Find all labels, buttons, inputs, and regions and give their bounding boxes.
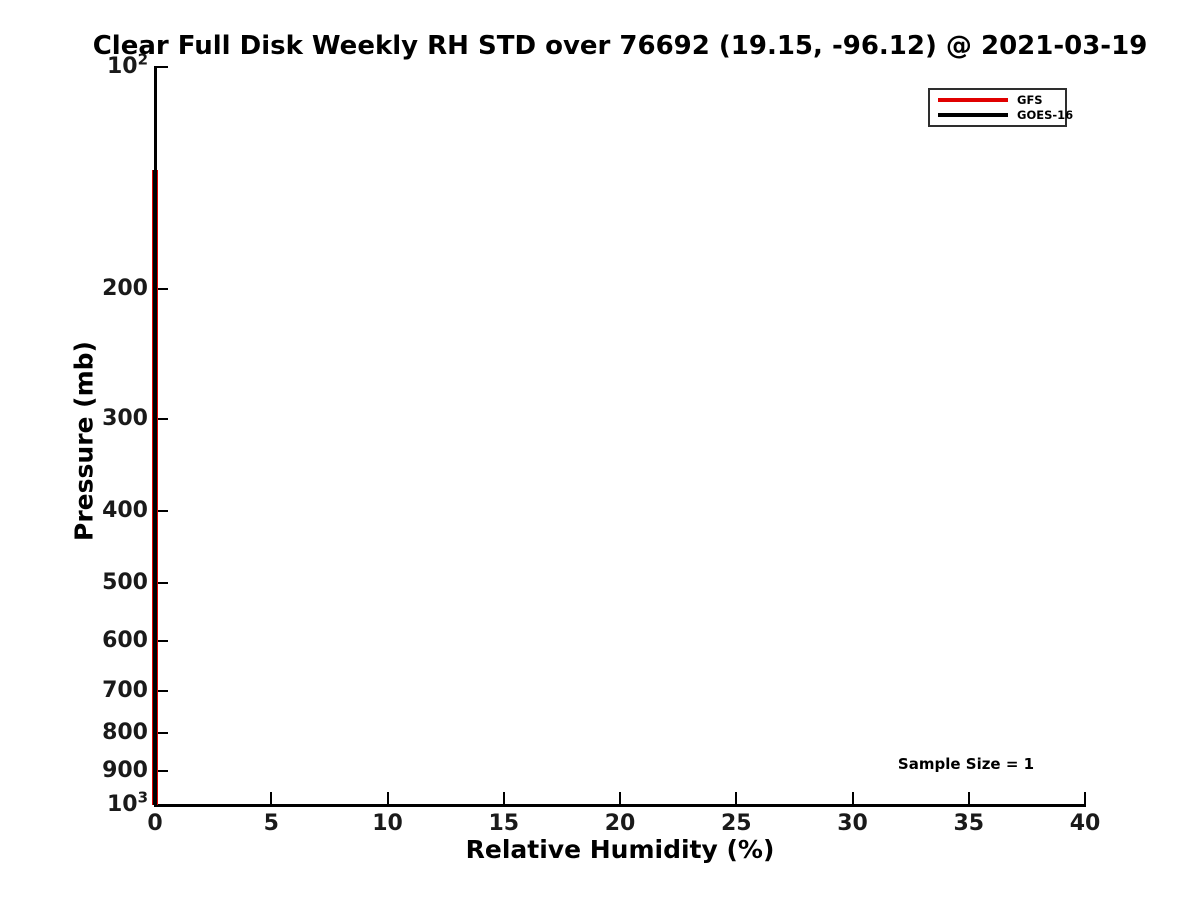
- x-tick-mark: [735, 792, 738, 805]
- x-tick-label: 25: [720, 811, 752, 836]
- x-tick-label: 30: [837, 811, 868, 836]
- x-tick-label: 5: [263, 811, 279, 836]
- goes16-line-sample: [938, 113, 1008, 117]
- y-tick-label: 600: [102, 628, 148, 654]
- legend-label-goes16: GOES-16: [1017, 108, 1074, 122]
- x-tick-mark: [619, 792, 621, 805]
- x-tick-label: 20: [604, 811, 636, 836]
- y-tick-label: 300: [102, 406, 148, 432]
- y-tick-label: 800: [102, 720, 148, 746]
- y-tick-mark: [155, 66, 168, 68]
- y-tick-label: 400: [102, 498, 148, 524]
- y-tick-mark: [155, 288, 168, 291]
- y-tick-label: 102: [106, 50, 148, 79]
- legend-entry-gfs: GFS: [938, 93, 1059, 107]
- x-tick-label: 15: [488, 811, 520, 836]
- x-tick-mark: [270, 792, 273, 805]
- y-tick-mark: [155, 804, 168, 806]
- x-tick-label: 0: [147, 811, 163, 836]
- y-tick-mark: [155, 581, 168, 584]
- y-tick-label: 200: [102, 276, 148, 302]
- x-tick-mark: [1084, 792, 1086, 805]
- x-tick-mark: [386, 792, 389, 805]
- y-tick-mark: [155, 770, 168, 773]
- x-tick-label: 10: [372, 811, 403, 836]
- gfs-line-sample: [938, 98, 1008, 102]
- x-tick-mark: [967, 792, 970, 805]
- y-tick-label: 900: [102, 758, 148, 784]
- y-tick-mark: [155, 640, 168, 643]
- series-line-goes-16: [153, 170, 157, 805]
- y-tick-label: 500: [102, 569, 148, 595]
- x-tick-mark: [851, 792, 854, 805]
- x-axis-label: Relative Humidity (%): [465, 835, 775, 864]
- legend-label-gfs: GFS: [1017, 93, 1043, 107]
- y-tick-mark: [155, 418, 168, 421]
- y-tick-mark: [155, 689, 168, 692]
- legend-box: GFS GOES-16: [928, 88, 1073, 127]
- y-tick-mark: [155, 510, 168, 513]
- sample-size-annotation: Sample Size = 1: [897, 755, 1035, 773]
- x-tick-label: 40: [1069, 811, 1101, 836]
- y-tick-mark: [155, 732, 168, 735]
- x-tick-label: 35: [953, 811, 985, 836]
- y-tick-label: 700: [102, 677, 148, 703]
- x-axis-spine: [154, 804, 1086, 807]
- x-tick-mark: [502, 792, 505, 805]
- chart-title: Clear Full Disk Weekly RH STD over 76692…: [92, 31, 1148, 61]
- legend-entry-goes16: GOES-16: [938, 108, 1073, 122]
- y-tick-label: 103: [106, 788, 148, 817]
